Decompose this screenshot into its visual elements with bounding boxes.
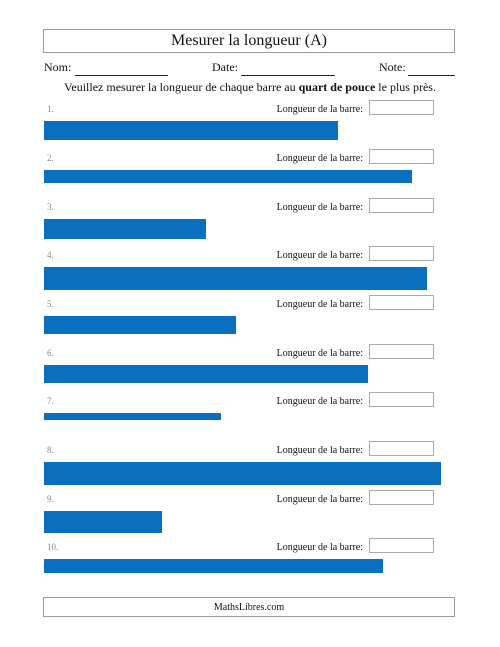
problem-number: 10. bbox=[47, 542, 59, 552]
instructions-emphasis: quart de pouce bbox=[298, 80, 376, 94]
problem-number: 9. bbox=[47, 494, 54, 504]
answer-box[interactable] bbox=[369, 295, 434, 310]
answer-box[interactable] bbox=[369, 392, 434, 407]
problem-number: 4. bbox=[47, 250, 54, 260]
problem-number: 7. bbox=[47, 396, 54, 406]
problem-number: 8. bbox=[47, 445, 54, 455]
name-label: Nom: bbox=[44, 60, 72, 74]
problem-number: 1. bbox=[47, 104, 54, 114]
answer-label: Longueur de la barre: bbox=[276, 202, 363, 213]
measure-bar bbox=[44, 121, 338, 140]
measure-bar bbox=[44, 511, 162, 533]
answer-label: Longueur de la barre: bbox=[276, 299, 363, 310]
problem-row: 3. Longueur de la barre: bbox=[0, 198, 500, 250]
answer-label: Longueur de la barre: bbox=[276, 396, 363, 407]
answer-box[interactable] bbox=[369, 441, 434, 456]
answer-box[interactable] bbox=[369, 538, 434, 553]
worksheet-title-box: Mesurer la longueur (A) bbox=[43, 29, 455, 53]
note-label: Note: bbox=[379, 60, 406, 74]
measure-bar bbox=[44, 413, 221, 420]
answer-label: Longueur de la barre: bbox=[276, 250, 363, 261]
measure-bar bbox=[44, 559, 383, 573]
problem-row: 10. Longueur de la barre: bbox=[0, 538, 500, 590]
problem-row: 4. Longueur de la barre: bbox=[0, 246, 500, 298]
measure-bar bbox=[44, 316, 236, 334]
problem-number: 2. bbox=[47, 153, 54, 163]
answer-box[interactable] bbox=[369, 490, 434, 505]
answer-box[interactable] bbox=[369, 149, 434, 164]
problem-row: 9. Longueur de la barre: bbox=[0, 490, 500, 542]
answer-box[interactable] bbox=[369, 198, 434, 213]
problem-row: 7. Longueur de la barre: bbox=[0, 392, 500, 444]
footer-site: MathsLibres.com bbox=[213, 601, 285, 613]
measure-bar bbox=[44, 219, 206, 239]
answer-box[interactable] bbox=[369, 246, 434, 261]
answer-label: Longueur de la barre: bbox=[276, 348, 363, 359]
instructions: Veuillez mesurer la longueur de chaque b… bbox=[0, 80, 500, 95]
problem-number: 6. bbox=[47, 348, 54, 358]
worksheet-title: Mesurer la longueur (A) bbox=[171, 32, 327, 49]
date-label: Date: bbox=[212, 60, 238, 74]
answer-label: Longueur de la barre: bbox=[276, 494, 363, 505]
answer-label: Longueur de la barre: bbox=[276, 153, 363, 164]
note-line[interactable] bbox=[408, 75, 455, 76]
answer-label: Longueur de la barre: bbox=[276, 445, 363, 456]
problem-row: 6. Longueur de la barre: bbox=[0, 344, 500, 396]
problem-row: 8. Longueur de la barre: bbox=[0, 441, 500, 493]
problem-number: 5. bbox=[47, 299, 54, 309]
measure-bar bbox=[44, 365, 368, 383]
instructions-text-before: Veuillez mesurer la longueur de chaque b… bbox=[64, 80, 299, 94]
instructions-text-after: le plus près. bbox=[375, 80, 436, 94]
problem-row: 5. Longueur de la barre: bbox=[0, 295, 500, 347]
problem-number: 3. bbox=[47, 202, 54, 212]
name-line[interactable] bbox=[75, 75, 168, 76]
answer-label: Longueur de la barre: bbox=[276, 542, 363, 553]
answer-label: Longueur de la barre: bbox=[276, 104, 363, 115]
measure-bar bbox=[44, 462, 441, 485]
answer-box[interactable] bbox=[369, 344, 434, 359]
measure-bar bbox=[44, 267, 427, 290]
problem-row: 1. Longueur de la barre: bbox=[0, 100, 500, 152]
date-line[interactable] bbox=[241, 75, 335, 76]
problem-row: 2. Longueur de la barre: bbox=[0, 149, 500, 201]
answer-box[interactable] bbox=[369, 100, 434, 115]
measure-bar bbox=[44, 170, 412, 183]
footer-box: MathsLibres.com bbox=[43, 597, 455, 617]
